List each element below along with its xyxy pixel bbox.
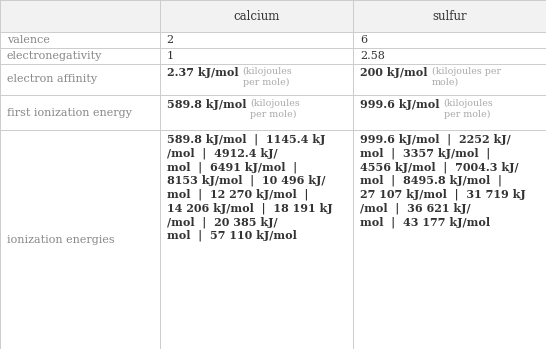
Text: 589.8 kJ/mol  |  1145.4 kJ
/mol  |  4912.4 kJ/
mol  |  6491 kJ/mol  |
8153 kJ/mo: 589.8 kJ/mol | 1145.4 kJ /mol | 4912.4 k… — [167, 134, 332, 242]
Text: first ionization energy: first ionization energy — [7, 108, 132, 118]
Text: 200 kJ/mol: 200 kJ/mol — [360, 67, 428, 78]
Text: 2.58: 2.58 — [360, 51, 385, 61]
Text: 1: 1 — [167, 51, 174, 61]
Text: 6: 6 — [360, 35, 367, 45]
Text: (kilojoules
per mole): (kilojoules per mole) — [444, 99, 494, 119]
Text: ionization energies: ionization energies — [7, 235, 114, 245]
Text: calcium: calcium — [234, 10, 280, 23]
Text: 999.6 kJ/mol  |  2252 kJ/
mol  |  3357 kJ/mol  |
4556 kJ/mol  |  7004.3 kJ/
mol : 999.6 kJ/mol | 2252 kJ/ mol | 3357 kJ/mo… — [360, 134, 526, 228]
Text: 2: 2 — [167, 35, 174, 45]
Text: electron affinity: electron affinity — [7, 74, 97, 84]
Text: sulfur: sulfur — [432, 10, 467, 23]
Text: 589.8 kJ/mol: 589.8 kJ/mol — [167, 99, 246, 110]
Text: valence: valence — [7, 35, 50, 45]
Text: 2.37 kJ/mol: 2.37 kJ/mol — [167, 67, 238, 78]
Bar — [0, 0, 546, 32]
Text: (kilojoules
per mole): (kilojoules per mole) — [242, 67, 292, 87]
Text: (kilojoules per
mole): (kilojoules per mole) — [432, 67, 501, 87]
Text: (kilojoules
per mole): (kilojoules per mole) — [251, 99, 300, 119]
Text: electronegativity: electronegativity — [7, 51, 102, 61]
Text: 999.6 kJ/mol: 999.6 kJ/mol — [360, 99, 440, 110]
